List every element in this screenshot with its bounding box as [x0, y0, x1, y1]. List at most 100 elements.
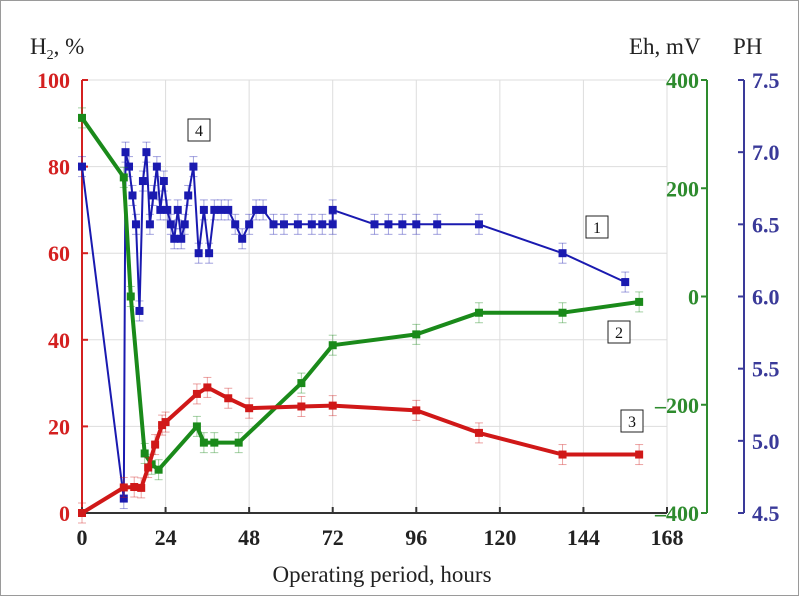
series-1-point: [328, 205, 337, 214]
eh-axis-title: Eh, mV: [629, 34, 701, 59]
series-1-point: [170, 234, 179, 243]
series-1-point: [142, 148, 151, 157]
annotation-box-3: 3: [620, 409, 644, 433]
x-axis-tick-label: 48: [238, 525, 260, 550]
grid-lines: [81, 79, 668, 514]
ph-axis-title: PH: [733, 34, 762, 59]
series-1-point: [135, 306, 144, 315]
series-1-point: [245, 220, 254, 229]
series-2-point: [192, 422, 201, 431]
series-2-point: [126, 292, 135, 301]
series-1-point: [131, 220, 140, 229]
series-1-point: [163, 205, 172, 214]
series-1-point: [217, 205, 226, 214]
left-axis-tick-label: 20: [48, 414, 70, 439]
series-1: [78, 141, 630, 510]
annotation-box-3-frame: [620, 409, 644, 433]
ph-axis-tick-label: 7.5: [752, 68, 780, 93]
x-axis-tick-label: 24: [155, 525, 177, 550]
series-1-point: [558, 249, 567, 258]
series-1-point: [398, 220, 407, 229]
annotation-box-1-frame: [585, 215, 609, 239]
x-axis-tick-label: 0: [77, 525, 88, 550]
series-3-point: [137, 483, 146, 492]
series-3-point: [130, 483, 139, 492]
series-3-point: [474, 428, 483, 437]
series-group: [78, 107, 644, 524]
series-2-point: [474, 308, 483, 317]
left-axis-tick-label: 60: [48, 241, 70, 266]
series-1-point: [194, 249, 203, 258]
eh-axis-tick-label: 0: [688, 285, 699, 310]
x-axis-tick-label: 96: [405, 525, 427, 550]
series-2: [78, 107, 644, 481]
left-axis-tick-label: 40: [48, 328, 70, 353]
series-2-point: [328, 341, 337, 350]
series-1-point: [621, 278, 630, 287]
left-axis-title-suffix: , %: [54, 34, 85, 59]
annotation-box-3-label: 3: [628, 414, 636, 431]
series-2-line: [80, 116, 640, 472]
series-1-point: [173, 205, 182, 214]
series-2-point: [210, 438, 219, 447]
series-1-point: [145, 220, 154, 229]
eh-axis-tick-label: –200: [654, 393, 699, 418]
series-3-point: [635, 450, 644, 459]
ph-axis-tick-label: 7.0: [752, 140, 780, 165]
series-2-point: [154, 465, 163, 474]
eh-axis-tick-label: 400: [666, 68, 699, 93]
ph-axis-tick-label: 6.0: [752, 285, 780, 310]
series-3-point: [144, 463, 153, 472]
series-1-point: [119, 494, 128, 503]
series-3-point: [78, 509, 86, 517]
series-1-point: [138, 177, 147, 186]
series-1-point: [156, 205, 165, 214]
ph-axis-tick-label: 5.0: [752, 429, 780, 454]
left-axis-tick-label: 100: [37, 68, 70, 93]
series-1-point: [199, 205, 208, 214]
x-axis-tick-label: 72: [322, 525, 344, 550]
series-1-point: [328, 220, 337, 229]
annotation-box-2-frame: [607, 320, 631, 344]
series-2-point: [78, 113, 86, 122]
annotation-box-1-label: 1: [593, 220, 601, 237]
series-2-point: [199, 438, 208, 447]
series-2-point: [558, 308, 567, 317]
x-axis-tick-label: 168: [651, 525, 684, 550]
ph-axis-tick-label: 6.5: [752, 212, 780, 237]
series-3-point: [203, 383, 212, 392]
series-3-point: [412, 406, 421, 415]
annotation-box-4-frame: [187, 118, 211, 142]
series-1-point: [370, 220, 379, 229]
series-1-point: [307, 220, 316, 229]
series-2-point: [234, 438, 243, 447]
series-3-point: [119, 483, 128, 492]
series-1-line: [81, 151, 626, 500]
series-1-point: [293, 220, 302, 229]
series-3-point: [151, 440, 160, 449]
left-axis-tick-label: 80: [48, 155, 70, 180]
series-1-point: [384, 220, 393, 229]
left-axis-title: H2, %: [30, 34, 84, 63]
x-axis-tick-label: 144: [567, 525, 600, 550]
ph-axis-tick-label: 5.5: [752, 357, 780, 382]
series-3-point: [297, 402, 306, 411]
series-1-point: [128, 191, 137, 200]
series-3-point: [558, 450, 567, 459]
series-1-point: [125, 162, 134, 171]
left-axis-title-sub: 2: [47, 48, 54, 63]
annotation-box-4-label: 4: [195, 123, 203, 140]
eh-axis-tick-label: –400: [654, 501, 699, 526]
series-1-point: [121, 148, 130, 157]
annotation-box-2: 2: [607, 320, 631, 344]
x-axis-tick-label: 120: [483, 525, 516, 550]
series-1-point: [159, 177, 168, 186]
series-3-point: [224, 394, 233, 403]
series-1-point: [152, 162, 161, 171]
series-1-point: [177, 234, 186, 243]
annotation-box-1: 1: [585, 215, 609, 239]
series-2-point: [297, 379, 306, 388]
annotation-box-2-label: 2: [615, 325, 623, 342]
series-1-point: [210, 205, 219, 214]
